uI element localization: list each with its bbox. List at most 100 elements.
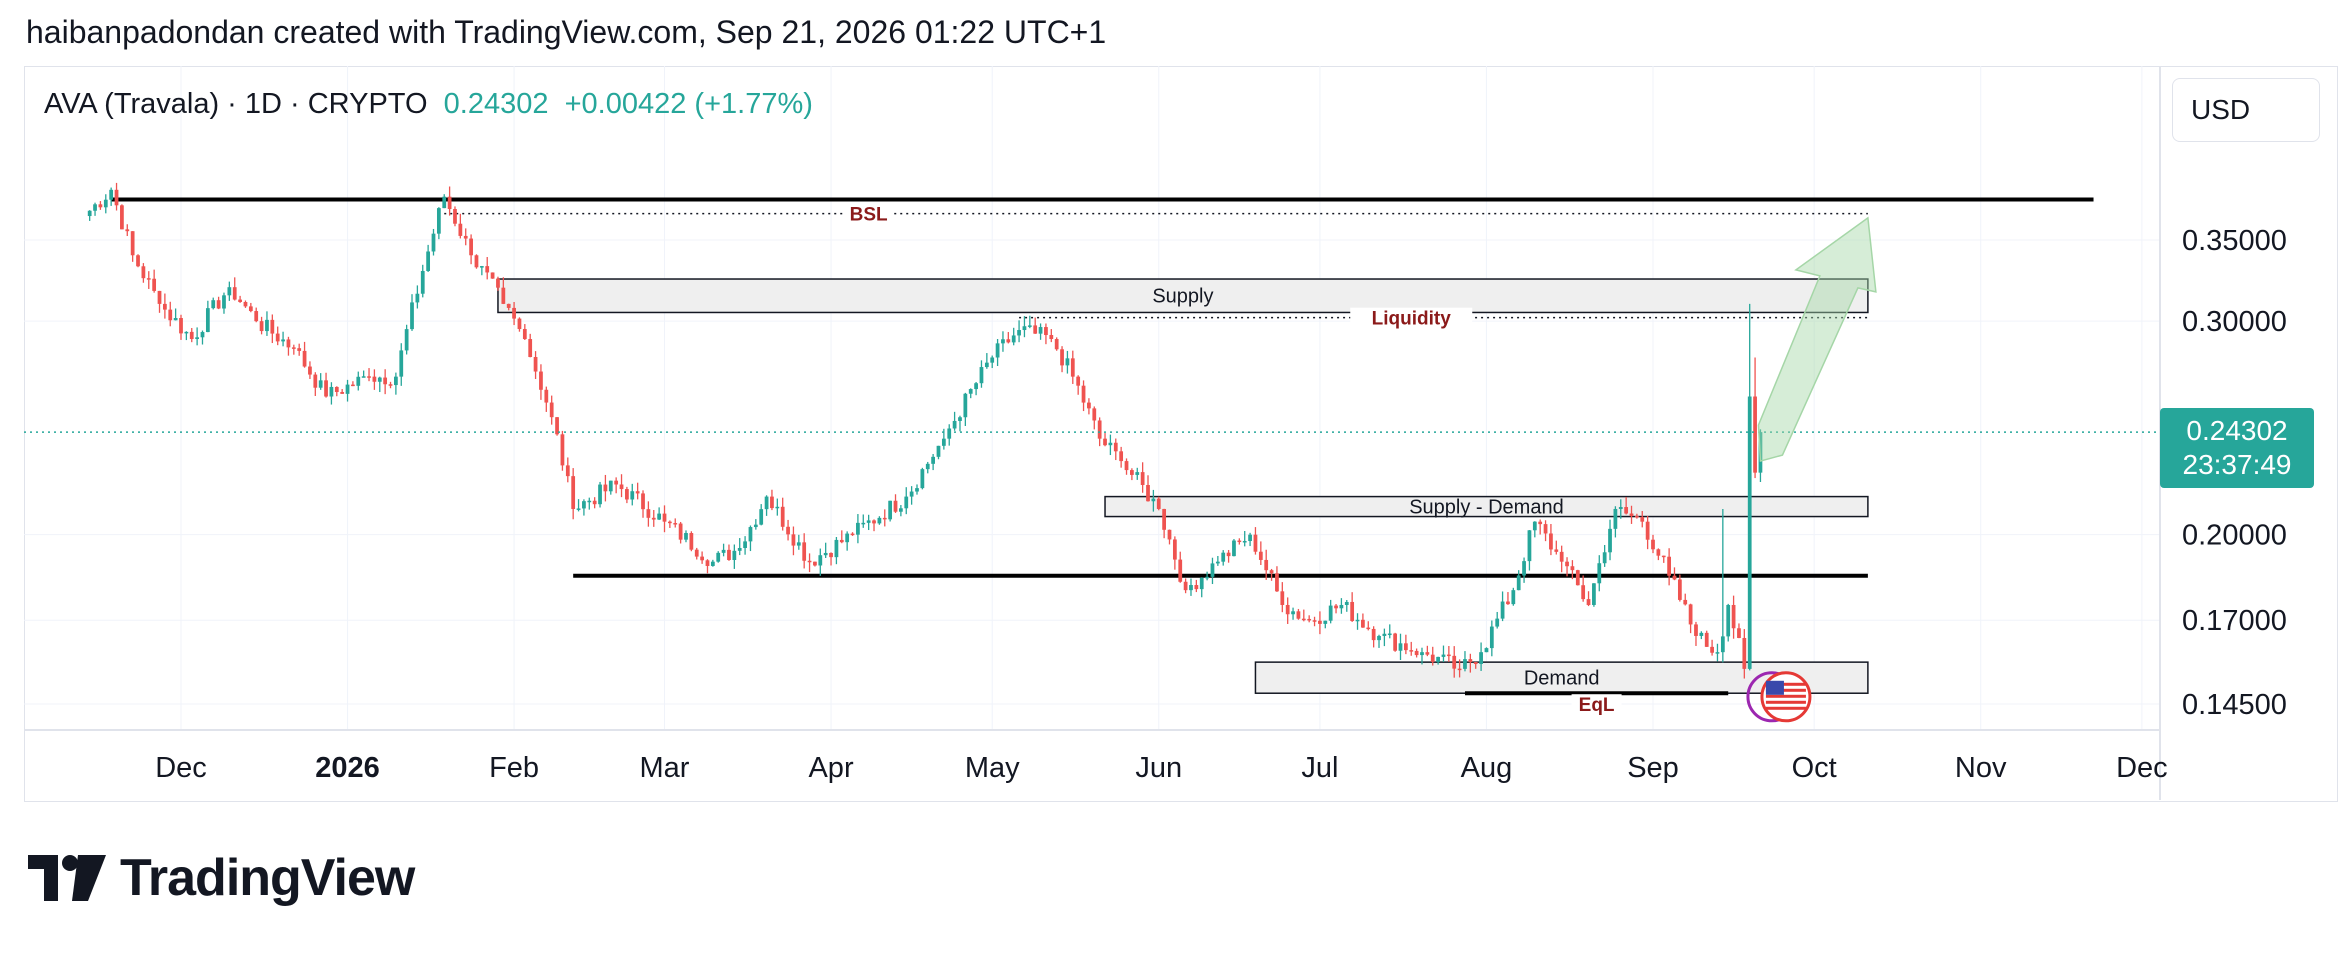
candle-body bbox=[598, 484, 602, 505]
candle-body bbox=[157, 290, 162, 304]
candle bbox=[1618, 499, 1623, 519]
candle bbox=[1065, 350, 1070, 374]
candle-body bbox=[941, 438, 946, 446]
candle bbox=[1532, 521, 1537, 538]
candle-body bbox=[694, 549, 699, 557]
candle-body bbox=[297, 348, 302, 351]
candle-body bbox=[1371, 628, 1376, 641]
candle bbox=[721, 543, 726, 557]
candle bbox=[103, 194, 108, 214]
candle-body bbox=[1737, 628, 1741, 638]
candle bbox=[291, 344, 296, 355]
candle-body bbox=[1087, 402, 1091, 409]
candle-body bbox=[1452, 655, 1457, 669]
candle-body bbox=[1441, 654, 1446, 657]
candle-body bbox=[1742, 637, 1747, 669]
candle-body bbox=[1044, 327, 1048, 336]
candle-body bbox=[1420, 652, 1424, 656]
candle-body bbox=[1398, 643, 1403, 651]
candle bbox=[1049, 329, 1054, 343]
candle-body bbox=[1565, 561, 1569, 567]
price-tick-label: 0.35000 bbox=[2182, 225, 2287, 257]
candle-body bbox=[1613, 508, 1618, 529]
tradingview-logo[interactable]: TradingView bbox=[28, 848, 415, 908]
candle bbox=[995, 339, 1000, 367]
candle bbox=[1731, 595, 1736, 639]
candle bbox=[775, 498, 780, 516]
candle-body bbox=[351, 384, 355, 387]
candle-body bbox=[98, 204, 103, 208]
candle bbox=[404, 324, 409, 355]
candle-body bbox=[211, 300, 216, 309]
candle-body bbox=[1554, 549, 1559, 552]
candle bbox=[340, 389, 345, 394]
candle-body bbox=[1516, 575, 1521, 591]
candle-body bbox=[1366, 627, 1371, 630]
candle-body bbox=[1022, 326, 1027, 331]
candle bbox=[1538, 519, 1543, 535]
candle bbox=[399, 343, 404, 386]
candle-body bbox=[1248, 534, 1252, 542]
candle-body bbox=[479, 266, 484, 268]
candle bbox=[1403, 634, 1408, 655]
candle-body bbox=[114, 189, 119, 206]
candle-body bbox=[845, 533, 850, 543]
candle-body bbox=[829, 552, 833, 558]
candle-body bbox=[1017, 330, 1021, 336]
candle bbox=[1559, 545, 1564, 573]
candle-body bbox=[657, 513, 662, 520]
candle-body bbox=[1119, 451, 1124, 462]
candle bbox=[275, 326, 280, 346]
candle bbox=[1409, 641, 1414, 656]
candle-body bbox=[630, 491, 635, 500]
candle-body bbox=[1656, 549, 1661, 556]
candle bbox=[619, 474, 624, 498]
level-label-bg bbox=[843, 203, 894, 226]
candle bbox=[823, 542, 828, 558]
candle bbox=[1742, 629, 1747, 679]
candle bbox=[447, 186, 452, 216]
candle-body bbox=[383, 377, 388, 385]
candle bbox=[1457, 659, 1462, 678]
candle-body bbox=[673, 523, 678, 525]
candle bbox=[1038, 323, 1043, 340]
candle-body bbox=[576, 508, 581, 510]
candle bbox=[93, 202, 97, 216]
currency-selector[interactable]: USD bbox=[2172, 78, 2320, 142]
candle bbox=[984, 353, 989, 369]
candle bbox=[281, 331, 285, 347]
candle bbox=[748, 525, 753, 552]
candle bbox=[1108, 434, 1113, 456]
candle-body bbox=[1382, 633, 1387, 636]
candle-body bbox=[1463, 659, 1467, 669]
candle-body bbox=[1318, 620, 1322, 624]
candle-body bbox=[1113, 442, 1118, 452]
candle bbox=[318, 373, 323, 390]
candle bbox=[211, 297, 216, 310]
candle-body bbox=[684, 533, 688, 540]
candle bbox=[345, 379, 350, 402]
candlestick-series bbox=[87, 182, 1763, 679]
candle bbox=[1624, 497, 1629, 515]
candle bbox=[1710, 639, 1714, 656]
candle bbox=[1017, 320, 1021, 343]
chart-panel[interactable] bbox=[24, 66, 2338, 802]
candle-body bbox=[861, 522, 866, 525]
candle-body bbox=[1532, 521, 1537, 531]
candle bbox=[1033, 317, 1038, 334]
candle-body bbox=[1651, 539, 1655, 550]
candle-body bbox=[318, 380, 323, 388]
candle-body bbox=[125, 229, 130, 232]
candle bbox=[909, 486, 914, 505]
candle-body bbox=[592, 500, 597, 505]
candle-body bbox=[1446, 654, 1451, 657]
candle bbox=[571, 468, 576, 520]
candle-body bbox=[619, 484, 624, 490]
candle-body bbox=[1033, 325, 1038, 334]
candle-body bbox=[549, 402, 554, 418]
candle bbox=[678, 521, 683, 544]
candle-body bbox=[893, 500, 898, 512]
candle-body bbox=[544, 389, 549, 403]
candle bbox=[485, 257, 490, 280]
